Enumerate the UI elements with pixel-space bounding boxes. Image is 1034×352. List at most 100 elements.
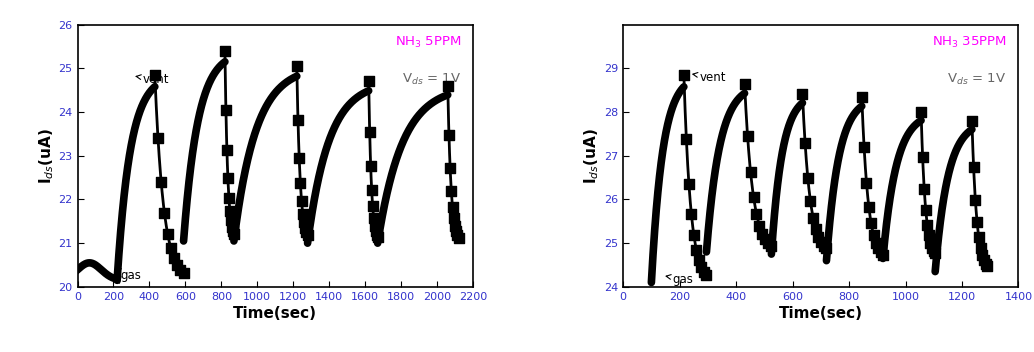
Point bbox=[742, 169, 759, 175]
Point bbox=[439, 83, 456, 89]
Point bbox=[450, 235, 466, 240]
Point bbox=[176, 270, 192, 276]
Point bbox=[295, 211, 311, 216]
Point bbox=[691, 257, 707, 263]
Point bbox=[362, 129, 378, 134]
Text: NH$_3$ 35PPM: NH$_3$ 35PPM bbox=[932, 35, 1007, 50]
Point bbox=[678, 136, 695, 142]
Point bbox=[445, 205, 461, 210]
Point bbox=[875, 252, 891, 258]
Point bbox=[916, 186, 933, 191]
Point bbox=[217, 107, 234, 113]
Point bbox=[925, 248, 942, 254]
X-axis label: Time(sec): Time(sec) bbox=[234, 306, 317, 321]
Point bbox=[754, 231, 770, 237]
Point bbox=[219, 176, 236, 181]
Point bbox=[913, 109, 930, 115]
Point bbox=[799, 175, 816, 181]
Text: NH$_3$ 5PPM: NH$_3$ 5PPM bbox=[395, 35, 461, 50]
Point bbox=[369, 234, 386, 240]
Point bbox=[926, 250, 943, 256]
Point bbox=[863, 221, 880, 226]
Point bbox=[698, 272, 714, 278]
Point bbox=[683, 211, 700, 217]
Point bbox=[220, 195, 237, 201]
Point bbox=[979, 263, 996, 269]
Point bbox=[293, 181, 309, 186]
Point bbox=[811, 234, 827, 239]
Point bbox=[797, 140, 814, 146]
Point bbox=[736, 81, 753, 87]
Point bbox=[974, 252, 991, 258]
Point bbox=[299, 232, 315, 238]
Point bbox=[865, 232, 882, 238]
Point bbox=[870, 246, 886, 251]
Point bbox=[804, 215, 821, 220]
Point bbox=[223, 224, 240, 230]
Point bbox=[972, 245, 989, 251]
Point bbox=[917, 207, 934, 213]
Point bbox=[221, 208, 238, 214]
Point bbox=[218, 147, 235, 153]
Point bbox=[298, 229, 314, 235]
Text: gas: gas bbox=[666, 272, 694, 285]
Point bbox=[225, 231, 242, 237]
Point bbox=[367, 228, 384, 234]
Point bbox=[150, 136, 166, 141]
Point bbox=[971, 234, 987, 240]
Point bbox=[153, 180, 170, 185]
Point bbox=[966, 165, 982, 170]
Point bbox=[447, 223, 463, 229]
Point bbox=[224, 228, 241, 234]
Point bbox=[296, 219, 312, 225]
Point bbox=[294, 199, 310, 204]
Point bbox=[362, 163, 378, 169]
Point bbox=[816, 243, 832, 249]
Point bbox=[297, 225, 313, 231]
Point bbox=[696, 269, 712, 275]
Point bbox=[363, 187, 379, 193]
Point bbox=[860, 204, 877, 209]
Point bbox=[165, 255, 182, 261]
Point bbox=[368, 232, 385, 238]
Point bbox=[147, 72, 163, 78]
Point bbox=[739, 133, 756, 139]
Text: gas: gas bbox=[116, 269, 142, 282]
Point bbox=[169, 262, 185, 268]
Point bbox=[919, 222, 936, 228]
Point bbox=[449, 232, 465, 238]
Point bbox=[288, 63, 305, 69]
Text: V$_{ds}$ = 1V: V$_{ds}$ = 1V bbox=[947, 72, 1007, 87]
Point bbox=[969, 219, 985, 225]
Y-axis label: I$_{ds}$(uA): I$_{ds}$(uA) bbox=[582, 128, 601, 184]
Point bbox=[291, 155, 307, 161]
Point bbox=[920, 233, 937, 238]
Point bbox=[442, 165, 458, 171]
Point bbox=[751, 223, 767, 228]
Text: V$_{ds}$ = 1V: V$_{ds}$ = 1V bbox=[402, 72, 461, 87]
Point bbox=[222, 218, 239, 223]
Y-axis label: I$_{ds}$(uA): I$_{ds}$(uA) bbox=[37, 128, 56, 184]
Point bbox=[967, 197, 983, 202]
Point bbox=[853, 94, 870, 100]
Point bbox=[675, 72, 692, 78]
Point bbox=[446, 216, 462, 221]
Point bbox=[443, 189, 459, 194]
Point bbox=[364, 203, 381, 209]
Point bbox=[172, 267, 188, 272]
Point bbox=[813, 239, 829, 245]
Point bbox=[858, 180, 875, 186]
Point bbox=[818, 246, 834, 251]
Point bbox=[977, 261, 994, 266]
Point bbox=[964, 118, 980, 124]
Point bbox=[693, 264, 709, 270]
Point bbox=[757, 237, 773, 242]
Point bbox=[808, 226, 824, 232]
Point bbox=[680, 181, 697, 186]
Point bbox=[217, 48, 234, 54]
Point bbox=[856, 145, 873, 150]
Point bbox=[923, 245, 940, 250]
Point bbox=[366, 223, 383, 228]
Point bbox=[689, 247, 705, 253]
Point bbox=[802, 199, 819, 204]
